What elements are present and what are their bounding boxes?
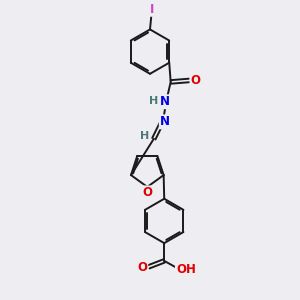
- Text: O: O: [142, 186, 152, 200]
- Text: OH: OH: [176, 263, 196, 276]
- Text: N: N: [160, 116, 170, 128]
- Text: N: N: [160, 95, 170, 108]
- Text: O: O: [137, 261, 147, 274]
- Text: I: I: [150, 3, 154, 16]
- Text: H: H: [140, 131, 149, 141]
- Text: O: O: [190, 74, 200, 87]
- Text: H: H: [149, 96, 158, 106]
